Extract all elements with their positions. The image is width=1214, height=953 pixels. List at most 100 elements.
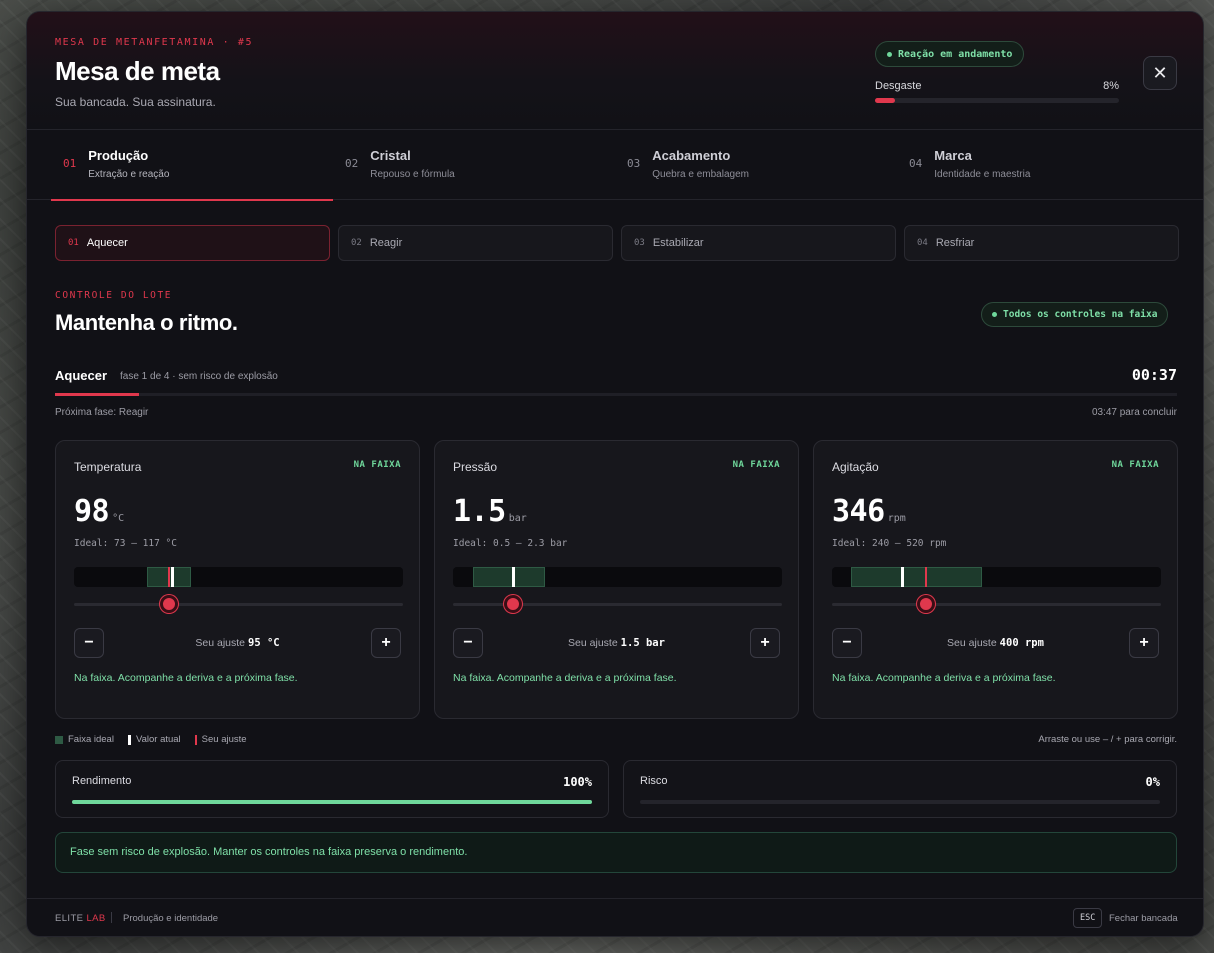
adjust-label: Seu ajuste [195,637,245,649]
tab-number: 01 [63,157,77,170]
yield-panel: Rendimento 100% [55,760,609,818]
control-cards: Temperatura NA FAIXA 98 °C Ideal: 73 – 11… [55,440,1178,719]
yield-bar-fill [72,800,592,804]
tab-number: 04 [909,157,923,170]
footer-text: Produção e identidade [123,913,219,924]
section-eyebrow: CONTROLE DO LOTE [55,290,173,301]
slider-handle[interactable] [159,595,178,613]
adjust-readout: Seu ajuste 400 rpm [874,637,1117,649]
step-number: 03 [634,238,645,248]
increase-button[interactable]: + [750,628,780,658]
ideal-range-marker [473,567,546,587]
tab-label: Cristal [370,148,411,163]
phase-notice: Fase sem risco de explosão. Manter os co… [55,832,1177,873]
brand-logo: ELITE LAB [55,913,106,924]
tab-cristal[interactable]: 02 Cristal Repouso e fórmula [333,130,615,200]
adjust-slider[interactable] [453,595,782,613]
phase-name: Aquecer [55,368,108,383]
tab-producao[interactable]: 01 Produção Extração e reação [51,130,333,201]
phase-progress-fill [55,393,140,396]
adjust-slider[interactable] [74,595,403,613]
main-tabs: 01 Produção Extração e reação 02 Cristal… [27,130,1203,201]
tab-marca[interactable]: 04 Marca Identidade e maestria [897,130,1179,200]
page-title: Mesa de meta [55,56,220,86]
decrease-button[interactable]: − [832,628,862,658]
adjust-readout: Seu ajuste 1.5 bar [495,637,738,649]
control-status-badge: NA FAIXA [353,460,401,470]
phase-timer: 00:37 [1131,366,1177,384]
control-card-agitacao: Agitação NA FAIXA 346 rpm Ideal: 240 – 52… [813,440,1178,719]
status-dot-icon [992,312,997,317]
control-message: Na faixa. Acompanhe a deriva e a próxima… [832,672,1056,684]
setpoint-marker [167,567,170,587]
adjust-value: 95 °C [248,637,280,649]
legend-current-label: Valor atual [135,734,181,745]
risk-panel: Risco 0% [623,760,1177,818]
increase-button[interactable]: + [1129,628,1159,658]
status-dot-icon [887,51,892,57]
control-card-pressao: Pressão NA FAIXA 1.5 bar Ideal: 0.5 – 2.3… [434,440,799,719]
decrease-button[interactable]: − [453,628,483,658]
control-range-band [832,567,1161,587]
control-name: Temperatura [74,460,142,474]
step-label: Aquecer [86,237,128,249]
adjust-value: 400 rpm [999,637,1044,649]
legend-current: Valor atual [127,734,181,745]
section-title: Mantenha o ritmo. [55,310,238,335]
adjust-label: Seu ajuste [947,637,997,649]
step-aquecer[interactable]: 01 Aquecer [55,225,330,261]
current-value-marker [901,567,905,587]
legend: Faixa ideal Valor atual Seu ajuste [55,734,247,745]
control-ideal-range: Ideal: 0.5 – 2.3 bar [453,538,568,549]
step-reagir[interactable]: 02 Reagir [338,225,613,261]
ideal-swatch-icon [55,735,63,744]
reaction-status-badge: Reação em andamento [875,41,1025,67]
control-name: Pressão [453,460,498,474]
control-value-number: 346 [832,494,885,529]
wear-progress-fill [875,98,895,103]
current-value-marker [170,567,174,587]
controls-status-badge: Todos os controles na faixa [981,302,1169,327]
page-subtitle: Sua bancada. Sua assinatura. [55,95,216,109]
tab-number: 02 [345,157,359,170]
control-message: Na faixa. Acompanhe a deriva e a próxima… [74,672,298,684]
header-eyebrow: MESA DE METANFETAMINA · #5 [55,37,254,48]
step-estabilizar[interactable]: 03 Estabilizar [621,225,896,261]
next-phase-label: Próxima fase: Reagir [55,407,149,418]
phase-progress-bar [55,393,1177,396]
time-to-finish: 03:47 para concluir [1091,407,1177,418]
slider-handle[interactable] [504,595,523,613]
control-value: 98 °C [74,494,124,529]
decrease-button[interactable]: − [74,628,104,658]
adjust-label: Seu ajuste [568,637,618,649]
step-number: 04 [917,238,928,248]
tab-sublabel: Quebra e embalagem [652,169,749,180]
step-number: 02 [351,238,362,248]
increase-button[interactable]: + [371,628,401,658]
setpoint-marker [924,567,927,587]
adjust-slider[interactable] [832,595,1161,613]
control-value: 346 rpm [832,494,906,529]
tab-sublabel: Repouso e fórmula [370,169,455,180]
esc-key-button[interactable]: ESC [1073,908,1103,928]
tab-acabamento[interactable]: 03 Acabamento Quebra e embalagem [615,130,897,200]
legend-ideal-label: Faixa ideal [68,734,114,745]
step-resfriar[interactable]: 04 Resfriar [904,225,1179,261]
legend-setpoint: Seu ajuste [194,734,247,745]
step-label: Resfriar [935,237,975,249]
tab-sublabel: Extração e reação [88,169,170,180]
brand-accent: LAB [86,913,106,924]
control-message: Na faixa. Acompanhe a deriva e a próxima… [453,672,677,684]
wear-progress-bar [875,98,1119,103]
risk-value: 0% [1145,775,1160,789]
tab-label: Acabamento [652,148,731,163]
modal-footer: ELITE LAB Produção e identidade ESC Fech… [27,898,1203,936]
slider-handle[interactable] [916,595,935,613]
yield-label: Rendimento [72,775,132,787]
close-button[interactable]: ✕ [1143,56,1177,90]
close-bench-label[interactable]: Fechar bancada [1109,913,1178,924]
yield-value: 100% [563,775,592,789]
step-selector: 01 Aquecer 02 Reagir 03 Estabilizar 04 R… [55,225,1179,261]
footer-divider [111,912,112,923]
risk-label: Risco [640,775,668,787]
